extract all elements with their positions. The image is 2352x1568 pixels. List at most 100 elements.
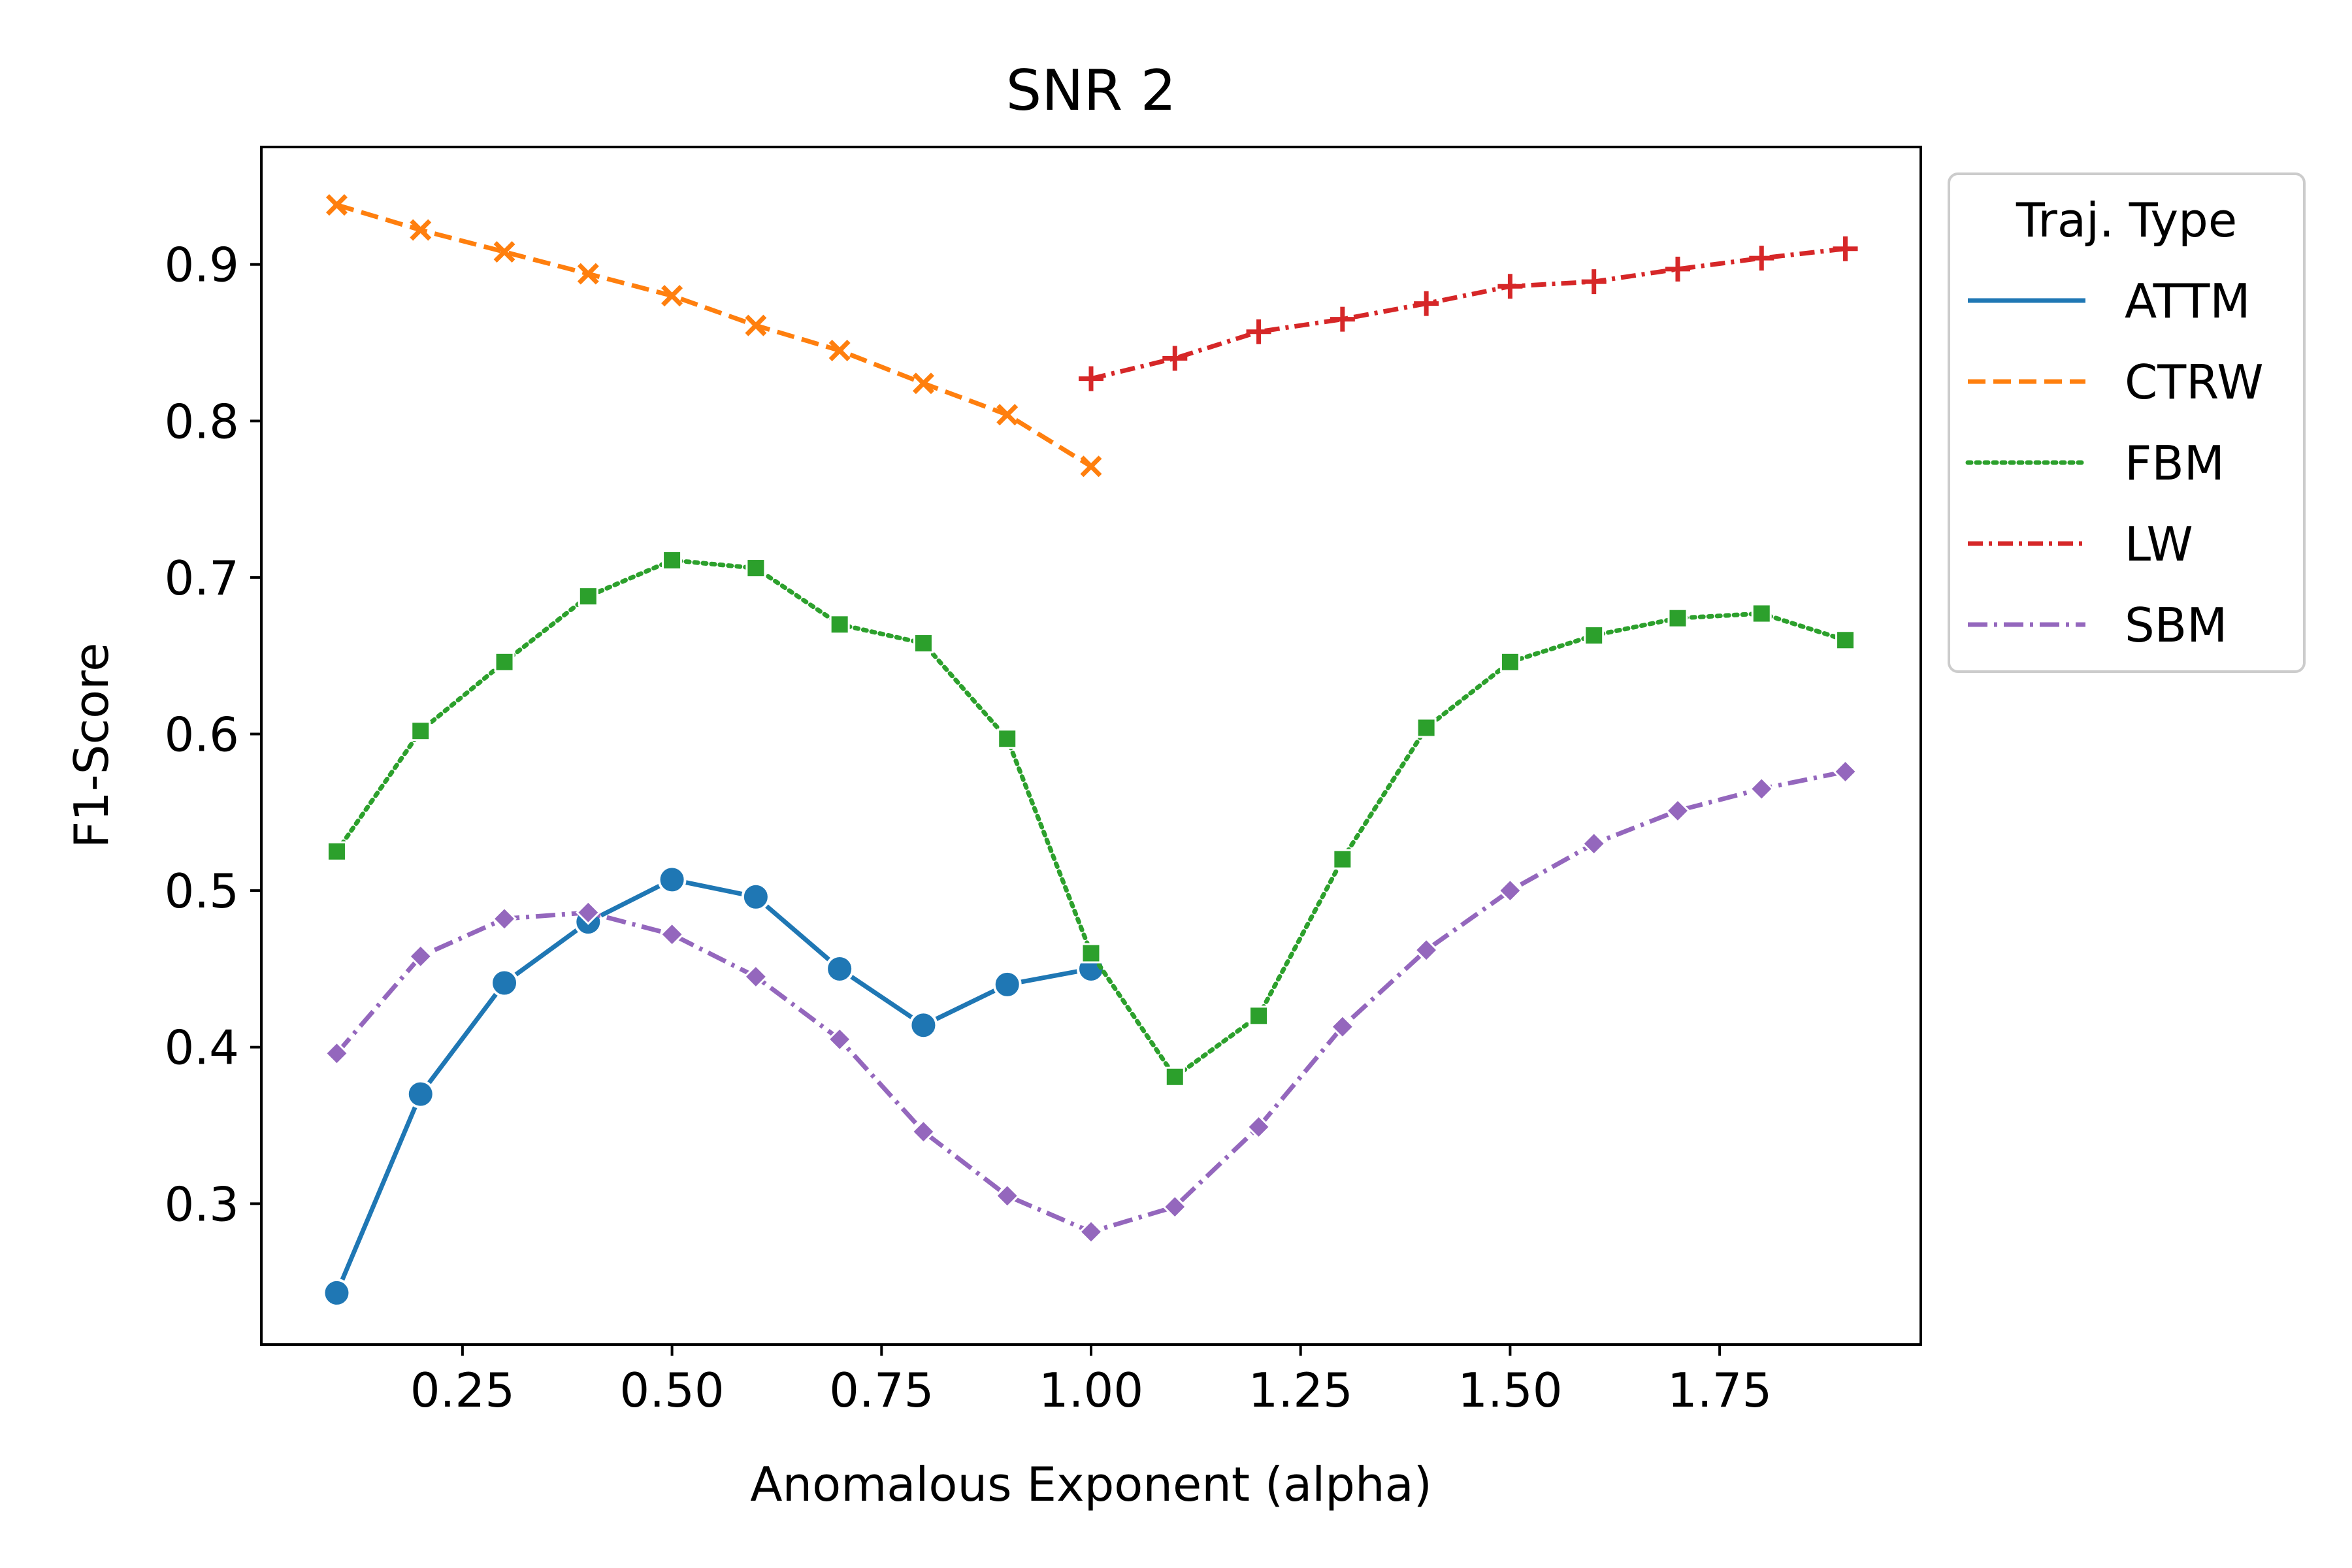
y-tick-label: 0.7 [164, 551, 239, 606]
plot-area [322, 194, 1858, 1307]
data-point-attm [406, 1079, 435, 1109]
x-tick-label: 0.25 [410, 1363, 515, 1418]
data-point-sbm [1749, 776, 1774, 802]
y-axis: 0.3 0.4 0.5 0.6 0.7 0.8 0.9 [164, 238, 261, 1232]
data-point-lw [1079, 366, 1103, 391]
data-point-fbm [1667, 608, 1688, 629]
legend-box [1948, 172, 2306, 673]
data-point-attm [657, 865, 687, 894]
data-point-sbm [1414, 938, 1439, 963]
data-point-lw [1833, 236, 1858, 261]
legend-entry-ctrw: CTRW [1968, 355, 2264, 410]
legend-entry-attm: ATTM [1968, 274, 2250, 329]
data-point-fbm [1584, 625, 1605, 646]
data-point-attm [322, 1278, 351, 1307]
x-tick-label: 0.50 [619, 1363, 724, 1418]
legend-entry-fbm: FBM [1965, 436, 2225, 491]
series-ctrw [325, 194, 1102, 478]
x-tick-label: 1.00 [1039, 1363, 1143, 1418]
data-point-fbm [997, 728, 1018, 749]
series-line-lw [1090, 246, 1846, 382]
y-tick-label: 0.5 [164, 864, 239, 919]
data-point-attm [909, 1011, 938, 1040]
series-lw [1079, 236, 1858, 391]
series-sbm [324, 759, 1858, 1245]
x-tick-label: 1.75 [1667, 1363, 1772, 1418]
data-point-ctrw [493, 241, 515, 263]
legend-label-fbm: FBM [2125, 436, 2225, 491]
data-point-sbm [491, 906, 517, 932]
x-tick-label: 1.50 [1458, 1363, 1562, 1418]
data-point-sbm [659, 922, 685, 947]
data-point-attm [490, 968, 519, 998]
data-point-sbm [1497, 878, 1523, 904]
data-point-ctrw [828, 340, 851, 361]
data-point-fbm [745, 558, 766, 579]
series-line-ctrw [336, 203, 1092, 468]
y-tick-label: 0.8 [164, 394, 239, 449]
data-point-fbm [494, 651, 515, 672]
data-point-ctrw [325, 194, 348, 216]
data-point-ctrw [745, 314, 767, 336]
data-point-lw [1162, 346, 1188, 371]
x-axis: 0.25 0.50 0.75 1.00 1.25 1.50 1.75 [410, 1345, 1772, 1418]
data-point-fbm [326, 841, 347, 862]
data-point-lw [1581, 269, 1607, 295]
data-point-lw [1246, 319, 1271, 344]
data-point-lw [1497, 274, 1523, 299]
legend-title: Traj. Type [2016, 193, 2237, 248]
legend-label-attm: ATTM [2125, 274, 2250, 329]
chart-title: SNR 2 [1006, 58, 1177, 123]
data-point-sbm [994, 1183, 1020, 1209]
data-point-fbm [1164, 1066, 1185, 1087]
y-tick-label: 0.4 [164, 1021, 239, 1075]
data-point-sbm [1833, 759, 1858, 785]
data-point-ctrw [577, 263, 599, 285]
data-point-ctrw [996, 404, 1019, 426]
data-point-sbm [1665, 798, 1691, 824]
data-point-fbm [1416, 717, 1437, 738]
y-tick-label: 0.6 [164, 708, 239, 762]
data-point-ctrw [912, 372, 934, 395]
data-point-sbm [408, 943, 433, 969]
data-point-ctrw [661, 285, 683, 307]
data-point-sbm [1330, 1014, 1355, 1039]
data-point-lw [1330, 306, 1355, 332]
data-point-attm [825, 954, 855, 983]
data-point-ctrw [410, 219, 432, 241]
legend-entry-lw: LW [1968, 517, 2193, 572]
x-tick-label: 1.25 [1249, 1363, 1353, 1418]
series-line-attm [335, 877, 1092, 1294]
data-point-sbm [1581, 831, 1607, 857]
data-point-fbm [578, 586, 598, 607]
data-point-lw [1414, 291, 1439, 316]
data-point-fbm [1249, 1005, 1269, 1026]
data-point-sbm [1246, 1114, 1271, 1140]
x-axis-label: Anomalous Exponent (alpha) [750, 1457, 1432, 1512]
data-point-attm [741, 882, 770, 911]
data-point-fbm [662, 550, 683, 571]
data-point-attm [992, 970, 1022, 999]
data-point-fbm [1499, 651, 1520, 672]
data-point-fbm [1332, 849, 1353, 870]
data-point-sbm [324, 1041, 350, 1066]
legend-label-ctrw: CTRW [2125, 355, 2264, 410]
y-axis-label: F1-Score [64, 643, 119, 849]
data-point-fbm [1835, 630, 1856, 651]
legend-label-lw: LW [2125, 517, 2193, 572]
y-tick-label: 0.3 [164, 1177, 239, 1232]
data-point-sbm [827, 1026, 853, 1052]
data-point-sbm [576, 900, 601, 925]
data-point-fbm [1081, 943, 1102, 964]
data-point-fbm [1751, 603, 1772, 624]
data-point-sbm [1078, 1219, 1104, 1245]
data-point-lw [1749, 246, 1774, 271]
legend-label-sbm: SBM [2125, 598, 2227, 653]
series-fbm [326, 550, 1856, 1087]
data-point-fbm [410, 721, 431, 742]
data-point-lw [1665, 256, 1690, 282]
data-point-sbm [1162, 1194, 1188, 1220]
data-point-ctrw [1080, 455, 1102, 478]
data-point-sbm [743, 964, 768, 990]
